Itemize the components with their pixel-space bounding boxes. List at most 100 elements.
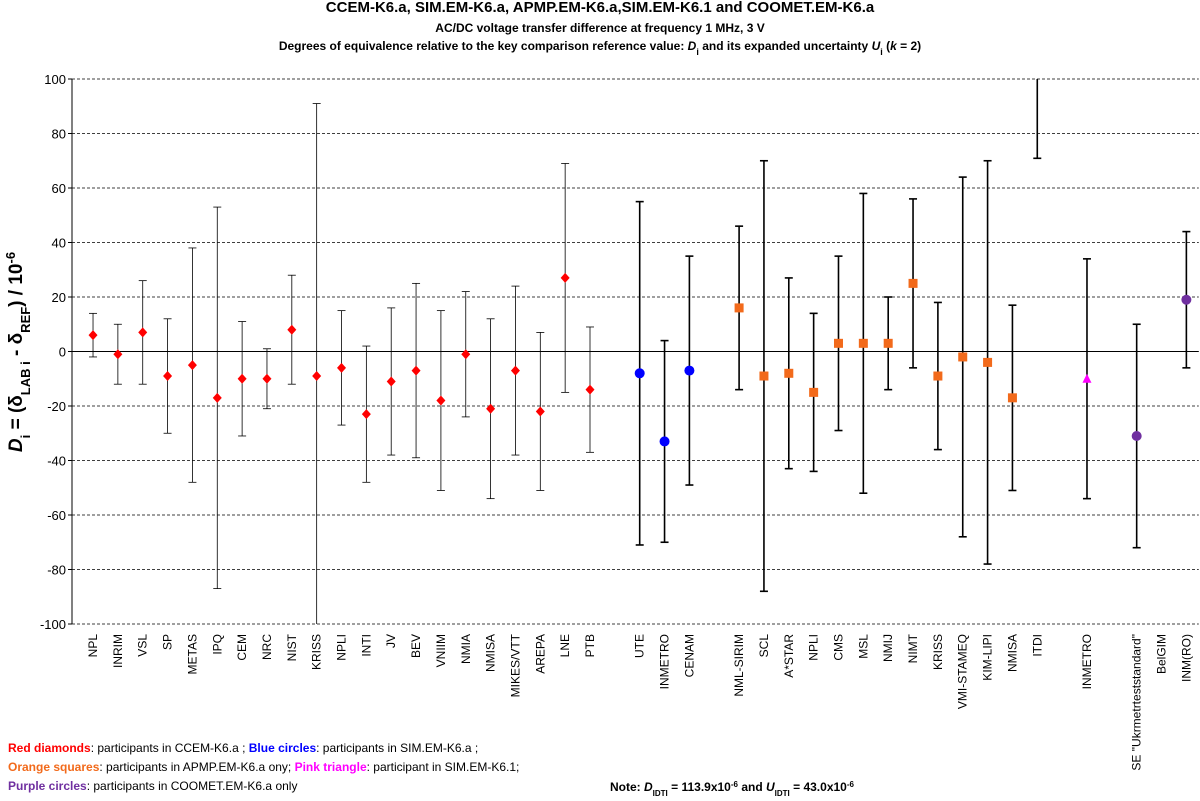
x-tick-label: INMETRO [658,634,672,689]
chart-subtitle: AC/DC voltage transfer difference at fre… [435,21,764,35]
x-tick-label: NPLI [807,634,821,661]
legend-name: Orange squares [8,760,100,774]
x-tick-label: NPLI [335,634,349,661]
y-tick-label: -80 [47,563,66,578]
x-tick-label: A*STAR [782,634,796,678]
x-tick-label: INRIM [111,634,125,668]
y-tick-label: 20 [52,290,66,305]
legend-text: : participants in CCEM-K6.a ; [91,741,249,755]
x-tick-label: NMIA [459,634,473,664]
x-tick-label: SP [161,634,175,650]
marker [908,278,918,288]
y-tick-label: 60 [52,181,66,196]
marker [262,373,272,384]
marker [634,368,645,379]
note: Note: DIDTI = 113.9x10-6 and UIDTI = 43.… [610,780,855,798]
note-part: = 113.9x10 [668,780,731,794]
x-tick-label: NMISA [1005,634,1019,672]
y-tick-label: 100 [44,72,66,87]
legend-name: Pink triangle [295,760,367,774]
note-part: D [644,780,653,794]
note-part: -6 [731,780,739,789]
subtitle-part: and its expanded uncertainty [699,39,872,53]
marker [212,392,222,403]
marker [858,338,868,348]
note-part: IDTI [775,789,790,798]
marker [933,371,943,381]
legend-name: Red diamonds [8,741,91,755]
marker [461,349,471,360]
marker [510,365,520,376]
marker [1033,37,1042,46]
y-label-part: = (δ [6,395,27,435]
y-tick-label: -60 [47,508,66,523]
x-tick-label: VMI-STAMEQ [956,634,970,709]
legend-line: Orange squares: participants in APMP.EM-… [8,760,519,774]
subtitle-part: i [696,47,699,57]
marker [187,360,197,371]
x-tick-label: METAS [185,634,199,674]
marker [386,376,396,387]
legend-name: Purple circles [8,779,87,793]
x-tick-label: KRISS [931,634,945,670]
x-tick-label: BEV [409,634,423,658]
marker [734,303,744,313]
legend-name: Blue circles [249,741,317,755]
marker [163,371,173,382]
x-tick-label: MSL [856,634,870,659]
note-part: and [738,780,766,794]
x-tick-label: CEM [235,634,249,661]
subtitle-part: ( [883,39,890,53]
subtitle-part: U [872,39,881,53]
x-tick-label: UTE [633,634,647,658]
marker [684,365,695,376]
note-part: -6 [847,780,855,789]
marker [1131,430,1142,441]
x-tick-label: NML-SIRIM [732,634,746,697]
chart-title: CCEM-K6.a, SIM.EM-K6.a, APMP.EM-K6.a,SIM… [326,0,875,16]
marker [958,352,968,362]
y-tick-label: -20 [47,399,66,414]
series-layer [88,37,1192,624]
x-tick-label: KRISS [310,634,324,670]
marker [809,387,819,397]
y-label-part: D [6,438,27,452]
y-tick-label: 80 [52,127,66,142]
marker [312,371,322,382]
marker [287,324,297,335]
marker [983,357,993,367]
marker [1007,393,1017,403]
note-part: = 43.0x10 [790,780,847,794]
marker [337,362,347,373]
marker [883,338,893,348]
y-tick-label: -100 [40,617,66,632]
chart-subtitle: Degrees of equivalence relative to the k… [279,39,921,57]
marker [361,409,371,420]
x-tick-label: NIMT [906,633,920,663]
x-tick-label: LNE [558,634,572,657]
x-tick-label: INM(RO) [1179,634,1193,682]
subtitle-part: k [890,39,898,53]
x-tick-label: KIM-LIPI [981,634,995,681]
x-tick-label: NRC [260,634,274,660]
legend-line: Purple circles: participants in COOMET.E… [8,779,297,793]
marker [138,327,148,338]
marker [1082,373,1092,383]
x-tick-label: IPQ [210,634,224,655]
error-bar [1033,79,1042,160]
marker [585,384,595,395]
marker [759,371,769,381]
marker [833,338,843,348]
x-tick-label: CMS [831,634,845,661]
subtitle-part: = 2) [897,39,921,53]
note-part: IDTI [653,789,668,798]
marker [535,406,545,417]
marker [1181,294,1192,305]
x-tick-label: ITDI [1030,634,1044,657]
y-label-part: LAB i [18,361,33,395]
y-tick-label: 40 [52,236,66,251]
y-label-part: ) / 10 [6,264,27,307]
y-axis-label: Di = (δLAB i - δREF) / 10-6 [3,252,33,452]
legend-text: : participants in SIM.EM-K6.a ; [316,741,478,755]
